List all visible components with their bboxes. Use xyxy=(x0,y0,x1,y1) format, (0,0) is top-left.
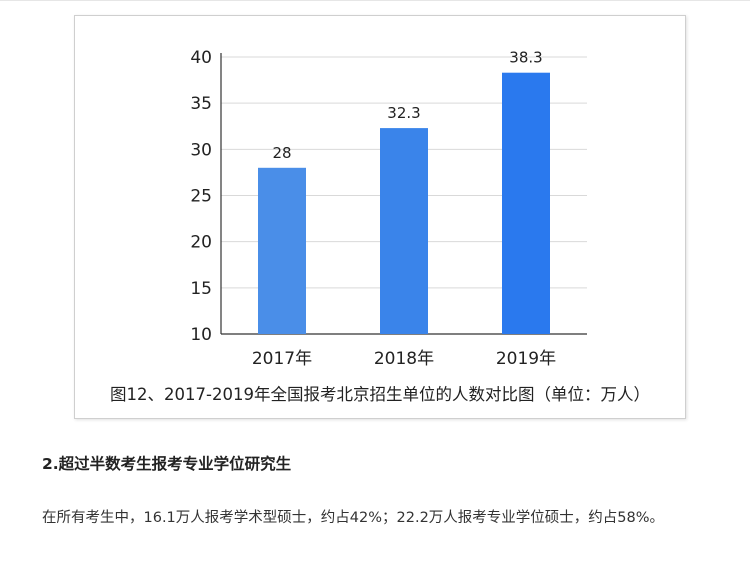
section-heading: 2.超过半数考生报考专业学位研究生 xyxy=(42,455,292,473)
x-tick-label: 2019年 xyxy=(496,349,556,369)
top-divider xyxy=(0,0,750,1)
chart-caption: 图12、2017-2019年全国报考北京招生单位的人数对比图（单位：万人） xyxy=(110,385,650,404)
bar xyxy=(502,72,550,335)
data-label: 38.3 xyxy=(509,49,542,67)
data-label: 32.3 xyxy=(387,104,420,122)
x-tick-label: 2017年 xyxy=(252,349,312,369)
bar xyxy=(380,128,428,334)
y-tick-label: 15 xyxy=(190,279,212,299)
y-tick-label: 10 xyxy=(190,325,212,345)
y-tick-label: 30 xyxy=(190,140,212,160)
bar xyxy=(258,167,306,334)
x-tick-label: 2018年 xyxy=(374,349,434,369)
article-paragraph: 在所有考生中，16.1万人报考学术型硕士，约占42%；22.2万人报考专业学位硕… xyxy=(42,510,665,526)
chart-figure: 10 15 20 25 30 35 40 28 2017年 32.3 2018年 38.3 2019年 … xyxy=(74,15,686,419)
y-tick-label: 20 xyxy=(190,233,212,253)
bar-chart: 10 15 20 25 30 35 40 28 2017年 32.3 2018年 38.3 2019年 xyxy=(190,48,587,369)
y-tick-label: 40 xyxy=(190,48,212,68)
data-label: 28 xyxy=(272,144,291,162)
y-tick-label: 35 xyxy=(190,94,212,114)
y-tick-label: 25 xyxy=(190,187,212,207)
